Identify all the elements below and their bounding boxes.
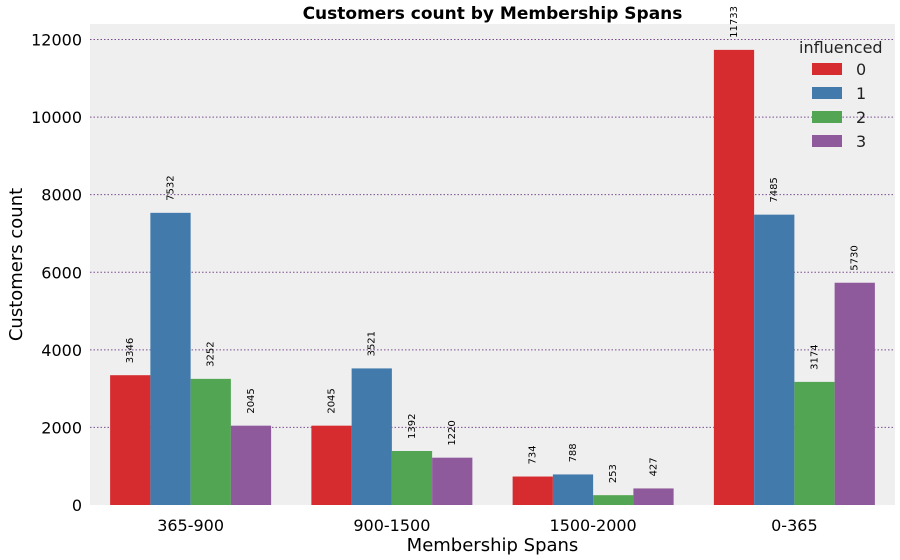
y-axis-ticks: 0 2000 4000 6000 8000 10000 12000 bbox=[31, 31, 82, 515]
bar bbox=[552, 474, 594, 505]
data-label: 11733 bbox=[729, 6, 740, 38]
data-label: 3521 bbox=[367, 331, 378, 356]
bar bbox=[713, 49, 755, 506]
data-label: 734 bbox=[528, 445, 539, 464]
data-labels: 3346 7532 3252 2045 2045 3521 1392 1220 734 788 25… bbox=[125, 6, 861, 483]
y-tick-label: 2000 bbox=[41, 418, 82, 437]
bar bbox=[230, 425, 272, 505]
bar bbox=[150, 212, 191, 505]
legend-label: 1 bbox=[856, 84, 866, 103]
y-tick-label: 8000 bbox=[41, 186, 82, 205]
legend-label: 2 bbox=[856, 108, 866, 127]
data-label: 5730 bbox=[850, 245, 861, 270]
x-axis-ticks: 365-900 900-1500 1500-2000 0-365 bbox=[157, 516, 817, 535]
bar bbox=[512, 476, 553, 505]
y-tick-label: 12000 bbox=[31, 31, 82, 50]
bar bbox=[432, 457, 473, 505]
bar bbox=[633, 488, 674, 505]
bar bbox=[351, 368, 392, 505]
data-label: 2045 bbox=[327, 388, 338, 413]
data-label: 2045 bbox=[246, 388, 257, 413]
bar bbox=[834, 282, 875, 505]
x-tick-label: 0-365 bbox=[771, 516, 818, 535]
bar bbox=[593, 495, 634, 505]
x-tick-label: 365-900 bbox=[157, 516, 224, 535]
y-tick-label: 4000 bbox=[41, 341, 82, 360]
x-tick-label: 900-1500 bbox=[353, 516, 430, 535]
data-label: 788 bbox=[568, 443, 579, 462]
bar bbox=[754, 214, 795, 506]
data-label: 3174 bbox=[810, 344, 821, 369]
x-axis-label: Membership Spans bbox=[407, 535, 579, 556]
bars bbox=[110, 49, 875, 506]
x-tick-label: 1500-2000 bbox=[550, 516, 637, 535]
bar bbox=[794, 381, 835, 505]
data-label: 1220 bbox=[447, 420, 458, 445]
legend-swatch bbox=[812, 111, 842, 123]
bar bbox=[190, 378, 231, 505]
y-tick-label: 6000 bbox=[41, 263, 82, 282]
bar bbox=[391, 451, 433, 505]
y-tick-label: 10000 bbox=[31, 108, 82, 127]
bar bbox=[110, 375, 151, 505]
y-axis-label: Customers count bbox=[6, 188, 27, 341]
legend-title: influenced bbox=[799, 38, 883, 57]
data-label: 3346 bbox=[125, 338, 136, 363]
legend-label: 3 bbox=[856, 132, 866, 151]
data-label: 1392 bbox=[407, 414, 418, 439]
data-label: 7485 bbox=[769, 177, 780, 202]
legend-swatch bbox=[812, 135, 842, 147]
chart-title: Customers count by Membership Spans bbox=[303, 4, 683, 24]
bar bbox=[311, 425, 352, 505]
data-label: 3252 bbox=[206, 341, 217, 366]
data-label: 7532 bbox=[166, 175, 177, 200]
legend-swatch bbox=[812, 63, 842, 75]
data-label: 253 bbox=[608, 464, 619, 483]
legend-swatch bbox=[812, 87, 842, 99]
y-tick-label: 0 bbox=[72, 496, 82, 515]
data-label: 427 bbox=[649, 457, 660, 476]
legend-label: 0 bbox=[856, 60, 866, 79]
legend: influenced 0 1 2 3 bbox=[799, 38, 883, 151]
